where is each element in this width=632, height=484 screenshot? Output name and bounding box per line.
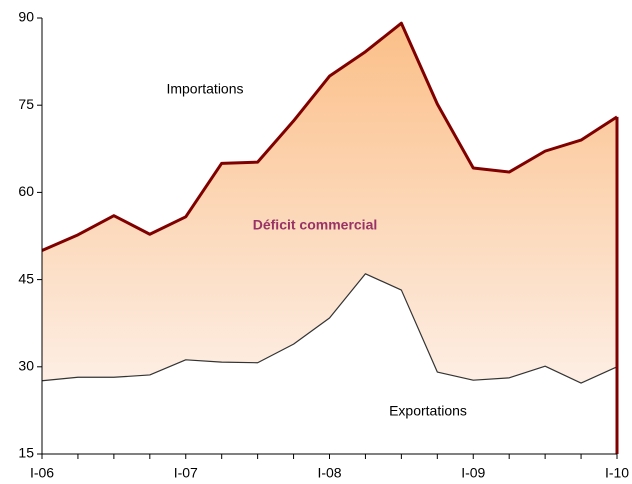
series-line: [41, 273, 618, 384]
x-tick-label: I-09: [461, 465, 485, 481]
y-tick-label: 45: [18, 270, 34, 286]
series-line: [41, 21, 618, 252]
y-tick-label: 30: [18, 358, 34, 374]
x-tick-label: I-07: [174, 465, 198, 481]
annotation: Déficit commercial: [253, 217, 378, 233]
y-tick-label: 75: [18, 96, 34, 112]
series-label: Importations: [166, 81, 243, 97]
y-tick-label: 90: [18, 9, 34, 25]
x-tick-label: I-08: [317, 465, 341, 481]
y-tick-label: 60: [18, 183, 34, 199]
x-tick-label: I-06: [30, 465, 54, 481]
series-label: Exportations: [389, 403, 467, 419]
x-tick-label: I-10: [605, 465, 629, 481]
deficit-area: [42, 23, 617, 384]
y-tick-label: 15: [18, 445, 34, 461]
